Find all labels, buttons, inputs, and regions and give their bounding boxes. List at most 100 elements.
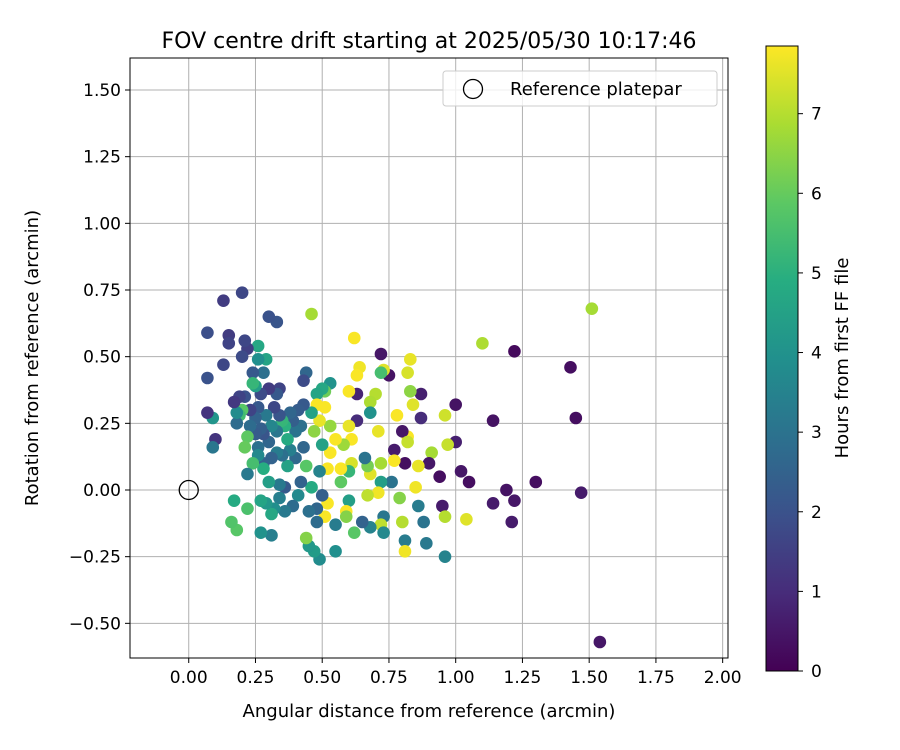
data-point	[254, 494, 268, 507]
data-point	[355, 515, 369, 529]
grid	[130, 58, 728, 658]
data-point	[409, 481, 422, 494]
data-point	[433, 470, 446, 483]
colorbar-tick-label: 2	[811, 503, 822, 523]
legend-entry-label: Reference platepar	[510, 79, 682, 100]
data-point	[257, 366, 270, 379]
y-tick-label: 1.00	[83, 214, 121, 234]
data-point	[262, 310, 276, 323]
data-point	[281, 433, 294, 446]
data-point	[569, 411, 583, 425]
data-point	[222, 337, 236, 350]
data-point	[262, 475, 276, 489]
data-point	[251, 339, 265, 353]
y-axis-ticks: −0.50 −0.25 0.00 0.25 0.50 0.75 1.00 1.25 1.50	[69, 81, 130, 634]
data-point	[350, 369, 364, 382]
data-point	[241, 430, 254, 443]
y-tick-label: 0.25	[83, 414, 121, 434]
legend-reference-marker-icon	[462, 78, 484, 100]
data-point	[315, 489, 329, 502]
data-point	[305, 481, 318, 494]
data-point	[281, 459, 294, 473]
data-point	[294, 475, 308, 489]
data-point	[201, 406, 214, 419]
colorbar-tick-label: 1	[811, 582, 822, 602]
data-point	[334, 475, 348, 489]
data-point	[398, 457, 412, 470]
data-point	[385, 475, 398, 489]
y-tick-label: −0.25	[69, 548, 121, 568]
colorbar-tick-label: 3	[811, 423, 822, 443]
data-point	[585, 302, 599, 315]
data-point	[235, 286, 249, 299]
data-point	[342, 494, 356, 507]
data-point	[414, 387, 428, 401]
data-point	[283, 406, 297, 419]
x-tick-label: 0.00	[170, 668, 208, 688]
y-tick-label: −0.50	[69, 614, 121, 634]
data-point	[417, 515, 430, 529]
data-point	[339, 510, 353, 523]
data-point	[243, 419, 257, 433]
data-point	[291, 489, 305, 502]
data-point	[505, 515, 519, 529]
x-tick-label: 1.50	[570, 668, 608, 688]
data-point	[371, 486, 385, 499]
chart-title: FOV centre drift starting at 2025/05/30 …	[162, 29, 697, 54]
data-point	[374, 366, 388, 379]
legend: Reference platepar	[442, 70, 718, 107]
data-point	[305, 307, 318, 321]
data-point	[251, 353, 265, 366]
data-point	[289, 425, 302, 438]
x-axis-ticks: 0.00 0.25 0.50 0.75 1.00 1.25 1.50 1.75 2.00	[170, 658, 742, 688]
data-point	[396, 515, 409, 529]
data-point	[310, 387, 324, 401]
data-point	[334, 462, 348, 475]
data-point	[414, 411, 428, 425]
data-point	[259, 409, 273, 422]
data-point	[529, 475, 543, 489]
y-tick-label: 1.50	[83, 81, 121, 101]
colorbar-label: Hours from first FF file	[832, 258, 853, 459]
data-point	[564, 361, 577, 374]
y-axis-label: Rotation from reference (arcmin)	[22, 210, 43, 506]
data-point	[299, 459, 313, 473]
data-point	[438, 510, 452, 523]
data-point	[374, 347, 388, 361]
y-tick-label: 0.00	[83, 481, 121, 501]
data-points	[201, 286, 607, 649]
y-tick-label: 0.50	[83, 348, 121, 368]
data-point	[401, 366, 414, 379]
data-point	[254, 526, 268, 539]
y-tick-label: 1.25	[83, 148, 121, 168]
data-point	[412, 459, 425, 473]
data-point	[420, 537, 433, 550]
data-point	[425, 446, 438, 459]
x-tick-label: 0.50	[303, 668, 341, 688]
data-point	[241, 467, 254, 481]
data-point	[299, 531, 313, 545]
data-point	[508, 345, 521, 358]
data-point	[500, 483, 513, 497]
x-tick-label: 0.75	[370, 668, 408, 688]
data-point	[227, 494, 241, 507]
data-point	[574, 486, 588, 499]
data-point	[246, 457, 260, 470]
y-tick-label: 0.75	[83, 281, 121, 301]
data-point	[206, 441, 220, 454]
data-point	[313, 414, 326, 427]
data-point	[265, 419, 278, 433]
data-point	[305, 406, 318, 419]
data-point	[201, 326, 214, 339]
reference-marker-layer	[178, 479, 199, 501]
data-point	[387, 443, 401, 457]
data-point	[217, 294, 230, 307]
data-point	[342, 385, 356, 398]
data-point	[246, 377, 260, 390]
data-point	[235, 350, 249, 363]
data-point	[230, 417, 244, 430]
data-point	[267, 401, 281, 414]
x-tick-label: 0.25	[237, 668, 275, 688]
data-point	[307, 425, 321, 438]
